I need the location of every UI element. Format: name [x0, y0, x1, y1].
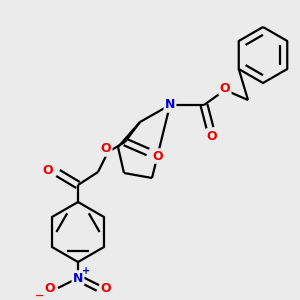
Text: O: O	[101, 281, 111, 295]
Text: −: −	[35, 291, 45, 300]
Text: +: +	[82, 266, 90, 276]
Text: N: N	[73, 272, 83, 284]
Text: O: O	[101, 142, 111, 155]
Text: O: O	[153, 149, 163, 163]
Text: O: O	[207, 130, 217, 142]
Text: N: N	[165, 98, 175, 112]
Text: O: O	[43, 164, 53, 176]
Text: O: O	[220, 82, 230, 94]
Text: O: O	[45, 281, 55, 295]
